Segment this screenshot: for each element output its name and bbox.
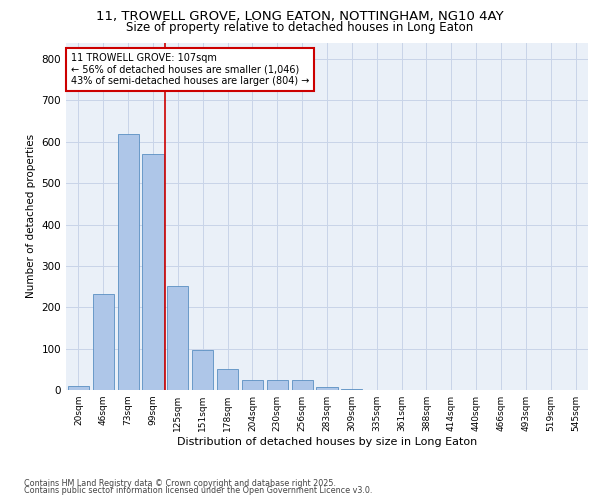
Bar <box>292 380 313 390</box>
Bar <box>118 134 139 390</box>
Bar <box>217 370 238 390</box>
Text: Contains public sector information licensed under the Open Government Licence v3: Contains public sector information licen… <box>24 486 373 495</box>
Bar <box>192 350 213 390</box>
Bar <box>316 387 338 390</box>
Bar <box>341 389 362 390</box>
Bar <box>142 154 164 390</box>
Y-axis label: Number of detached properties: Number of detached properties <box>26 134 36 298</box>
Bar <box>93 294 114 390</box>
Bar <box>68 386 89 390</box>
Text: Contains HM Land Registry data © Crown copyright and database right 2025.: Contains HM Land Registry data © Crown c… <box>24 478 336 488</box>
X-axis label: Distribution of detached houses by size in Long Eaton: Distribution of detached houses by size … <box>177 437 477 447</box>
Text: Size of property relative to detached houses in Long Eaton: Size of property relative to detached ho… <box>127 21 473 34</box>
Text: 11, TROWELL GROVE, LONG EATON, NOTTINGHAM, NG10 4AY: 11, TROWELL GROVE, LONG EATON, NOTTINGHA… <box>96 10 504 23</box>
Bar <box>267 380 288 390</box>
Bar <box>167 286 188 390</box>
Bar <box>242 380 263 390</box>
Text: 11 TROWELL GROVE: 107sqm
← 56% of detached houses are smaller (1,046)
43% of sem: 11 TROWELL GROVE: 107sqm ← 56% of detach… <box>71 53 310 86</box>
